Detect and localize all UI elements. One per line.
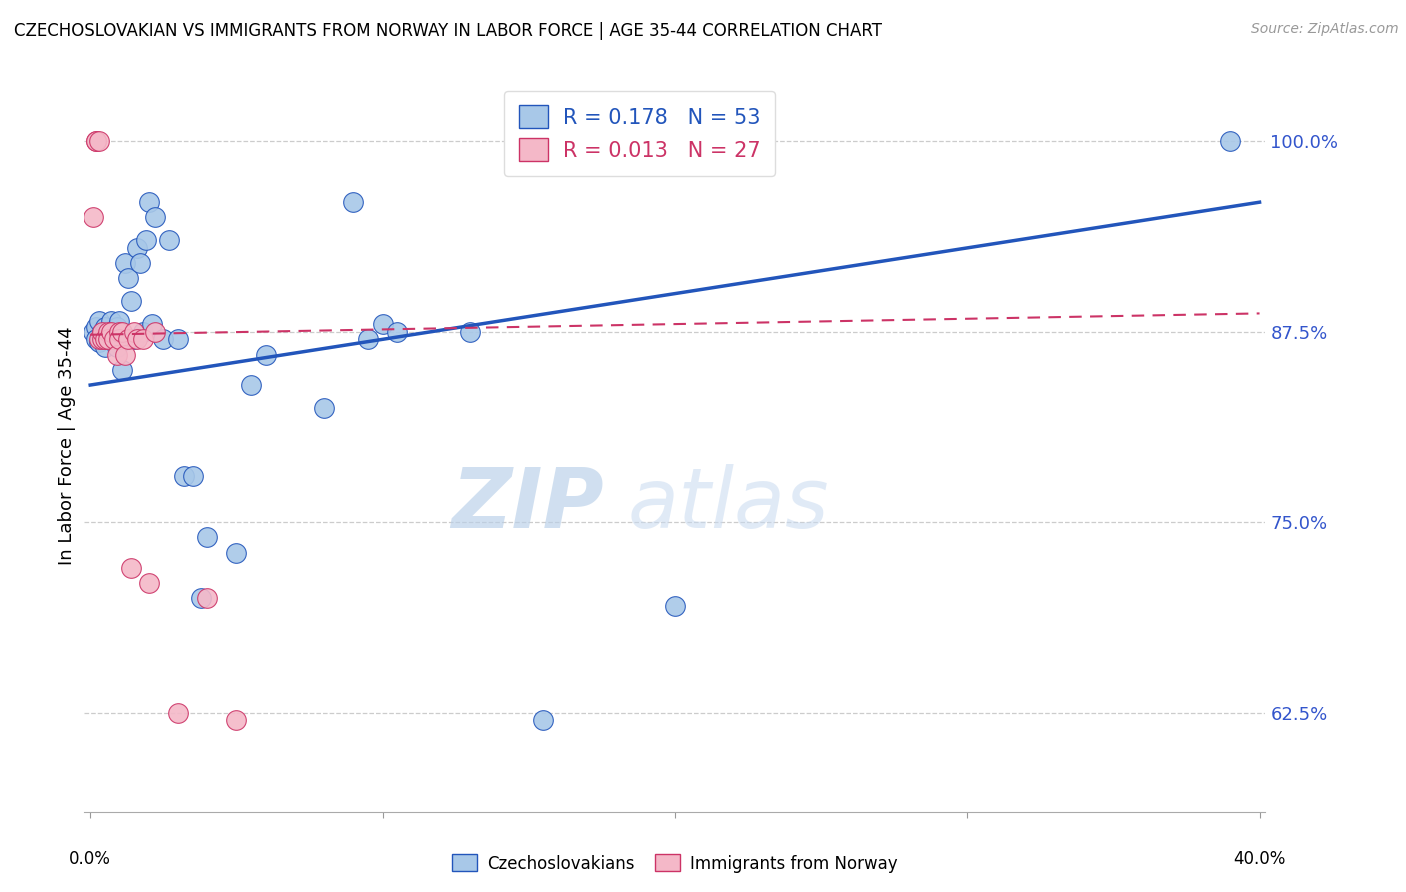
Point — [225, 714, 247, 728]
Point — [152, 332, 174, 346]
Point — [125, 241, 148, 255]
Point — [82, 325, 104, 339]
Legend: Czechoslovakians, Immigrants from Norway: Czechoslovakians, Immigrants from Norway — [446, 847, 904, 880]
Legend: R = 0.178   N = 53, R = 0.013   N = 27: R = 0.178 N = 53, R = 0.013 N = 27 — [505, 91, 775, 176]
Point — [117, 332, 139, 346]
Point — [105, 340, 128, 354]
Point — [94, 340, 117, 354]
Point — [312, 401, 335, 415]
Point — [357, 332, 380, 346]
Point — [97, 325, 120, 339]
Y-axis label: In Labor Force | Age 35-44: In Labor Force | Age 35-44 — [58, 326, 76, 566]
Point — [87, 332, 110, 346]
Point — [181, 469, 204, 483]
Point — [108, 332, 131, 346]
Point — [138, 576, 160, 591]
Point — [167, 332, 190, 346]
Point — [87, 134, 110, 148]
Point — [108, 325, 131, 339]
Text: atlas: atlas — [627, 464, 830, 545]
Point — [108, 332, 131, 346]
Point — [90, 325, 112, 339]
Point — [84, 134, 107, 148]
Point — [94, 325, 117, 339]
Text: Source: ZipAtlas.com: Source: ZipAtlas.com — [1251, 22, 1399, 37]
Point — [114, 348, 136, 362]
Point — [385, 325, 408, 339]
Point — [143, 211, 166, 225]
Point — [531, 714, 554, 728]
Point — [87, 335, 110, 350]
Point — [105, 348, 128, 362]
Point — [122, 325, 145, 339]
Point — [1219, 134, 1241, 148]
Point — [108, 325, 131, 339]
Point — [132, 325, 155, 339]
Point — [157, 233, 180, 247]
Point — [129, 256, 152, 270]
Point — [97, 332, 120, 346]
Point — [84, 134, 107, 148]
Point — [120, 561, 142, 575]
Point — [141, 317, 163, 331]
Point — [94, 332, 117, 346]
Point — [132, 332, 155, 346]
Point — [225, 546, 247, 560]
Point — [90, 325, 112, 339]
Point — [167, 706, 190, 720]
Point — [100, 314, 122, 328]
Point — [371, 317, 394, 331]
Point — [103, 332, 125, 346]
Point — [122, 332, 145, 346]
Point — [84, 332, 107, 346]
Point — [108, 314, 131, 328]
Point — [120, 294, 142, 309]
Point — [173, 469, 195, 483]
Point — [97, 332, 120, 346]
Point — [100, 332, 122, 346]
Text: ZIP: ZIP — [451, 464, 605, 545]
Point — [105, 320, 128, 334]
Point — [135, 233, 157, 247]
Point — [458, 325, 481, 339]
Point — [117, 271, 139, 285]
Point — [664, 599, 686, 613]
Point — [103, 332, 125, 346]
Text: 40.0%: 40.0% — [1233, 850, 1285, 868]
Point — [103, 325, 125, 339]
Point — [87, 314, 110, 328]
Point — [342, 195, 364, 210]
Point — [82, 211, 104, 225]
Point — [84, 320, 107, 334]
Point — [195, 531, 218, 545]
Point — [111, 363, 134, 377]
Point — [114, 256, 136, 270]
Point — [125, 332, 148, 346]
Point — [111, 325, 134, 339]
Point — [105, 332, 128, 346]
Point — [90, 332, 112, 346]
Point — [143, 325, 166, 339]
Point — [100, 325, 122, 339]
Point — [190, 591, 212, 606]
Point — [195, 591, 218, 606]
Point — [90, 332, 112, 346]
Point — [97, 325, 120, 339]
Point — [240, 378, 263, 392]
Point — [138, 195, 160, 210]
Text: CZECHOSLOVAKIAN VS IMMIGRANTS FROM NORWAY IN LABOR FORCE | AGE 35-44 CORRELATION: CZECHOSLOVAKIAN VS IMMIGRANTS FROM NORWA… — [14, 22, 882, 40]
Point — [254, 348, 277, 362]
Text: 0.0%: 0.0% — [69, 850, 111, 868]
Point — [94, 320, 117, 334]
